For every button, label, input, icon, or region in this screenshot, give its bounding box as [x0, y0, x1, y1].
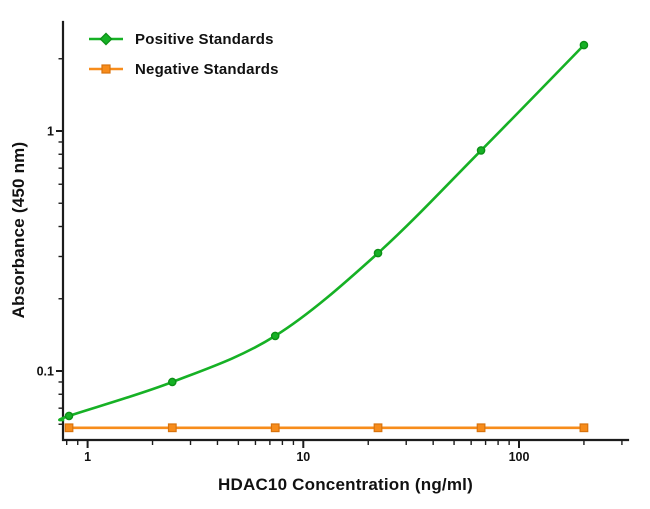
data-point-positive	[476, 146, 486, 155]
data-point-negative	[270, 423, 280, 433]
x-tick-label: 100	[509, 450, 530, 464]
axes-frame	[61, 20, 630, 442]
y-axis-title: Absorbance (450 nm)	[9, 141, 28, 319]
data-point-negative	[167, 423, 177, 433]
y-tick-label: 0.1	[37, 365, 54, 379]
positive-series-swatch	[89, 32, 123, 46]
x-tick-label: 1	[84, 450, 91, 464]
data-point-positive	[270, 331, 280, 341]
x-axis-ticks: 1 10 100	[65, 440, 623, 464]
data-point-positive	[168, 377, 177, 387]
x-axis-title: HDAC10 Concentration (ng/ml)	[218, 475, 473, 494]
legend: Positive Standards Negative Standards	[88, 24, 279, 84]
square-marker-icon	[101, 64, 111, 74]
data-point-negative	[476, 423, 486, 433]
positive-series-markers	[64, 40, 589, 421]
y-tick-label: 1	[47, 125, 54, 139]
x-tick-label: 10	[296, 450, 310, 464]
legend-item-negative: Negative Standards	[88, 54, 279, 84]
legend-item-positive: Positive Standards	[88, 24, 279, 54]
y-axis-ticks: 0.11	[37, 58, 63, 425]
data-point-positive	[373, 248, 383, 258]
diamond-marker-icon	[99, 32, 113, 46]
data-point-positive	[64, 411, 74, 421]
positive-series-curve	[58, 43, 586, 422]
negative-series-markers	[64, 423, 589, 433]
data-point-negative	[64, 423, 74, 433]
data-point-negative	[579, 423, 589, 433]
data-point-negative	[373, 423, 383, 433]
negative-series-swatch	[89, 64, 123, 74]
legend-label-positive: Positive Standards	[135, 30, 274, 48]
data-point-positive	[579, 40, 589, 50]
legend-label-negative: Negative Standards	[135, 60, 279, 78]
